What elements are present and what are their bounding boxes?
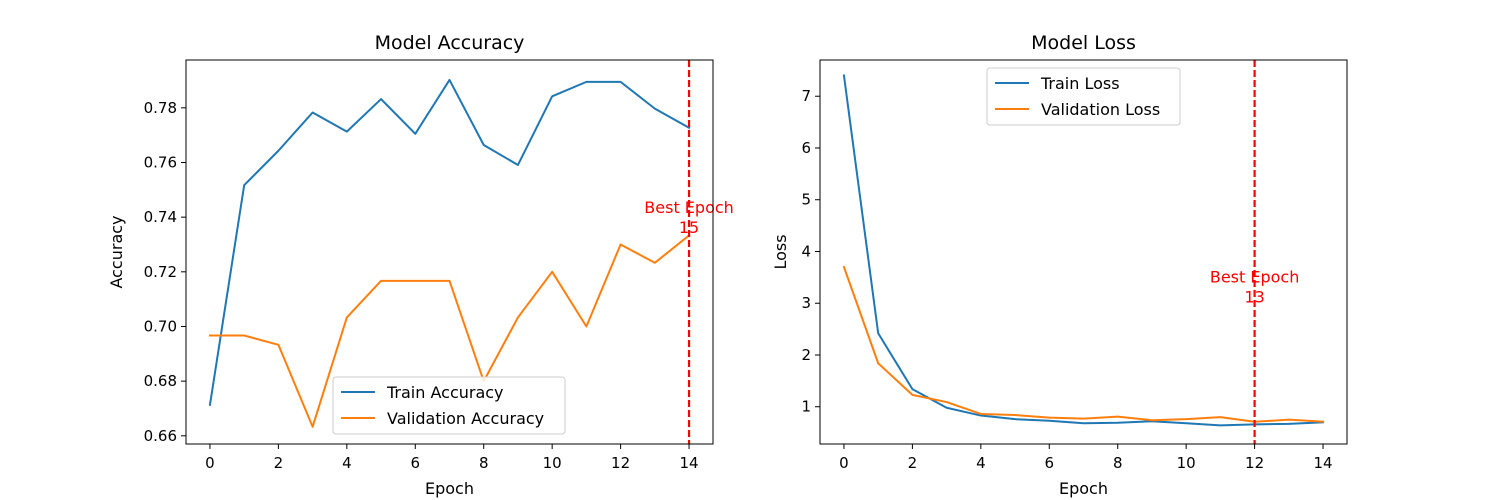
x-tick-label: 12 — [611, 454, 630, 472]
y-tick-label: 0.70 — [144, 317, 177, 335]
y-tick-label: 5 — [801, 191, 811, 209]
x-tick-label: 8 — [1113, 454, 1123, 472]
legend-entry-label: Train Accuracy — [386, 383, 504, 402]
y-tick-label: 7 — [801, 87, 811, 105]
y-tick-label: 6 — [801, 139, 811, 157]
legend-entry-label: Validation Loss — [1041, 100, 1160, 119]
x-tick-label: 2 — [908, 454, 918, 472]
legend: Train Loss Validation Loss — [986, 67, 1181, 126]
y-tick-label: 0.66 — [144, 427, 177, 445]
series-line-2 — [842, 265, 1325, 423]
y-tick-label: 4 — [801, 242, 811, 260]
x-axis-label: Epoch — [425, 479, 474, 498]
series-line-2 — [208, 234, 691, 428]
x-tick-label: 14 — [679, 454, 698, 472]
y-tick-label: 0.78 — [144, 99, 177, 117]
legend-box — [986, 67, 1181, 126]
x-tick-label: 6 — [411, 454, 421, 472]
y-axis-label: Accuracy — [107, 215, 126, 288]
chart-title: Model Accuracy — [375, 32, 525, 54]
x-tick-label: 4 — [342, 454, 352, 472]
series-line-1 — [208, 78, 691, 407]
plot-frame — [185, 59, 714, 445]
x-tick-label: 4 — [976, 454, 986, 472]
y-tick-label: 3 — [801, 294, 811, 312]
legend-box — [332, 376, 566, 435]
legend-entry-label: Train Loss — [1040, 74, 1120, 93]
best-epoch-label: Best Epoch — [644, 198, 734, 217]
legend: Train Accuracy Validation Accuracy — [332, 376, 566, 435]
chart-title: Model Loss — [1031, 32, 1136, 54]
plot-frame — [819, 59, 1348, 445]
x-tick-label: 6 — [1045, 454, 1055, 472]
y-tick-label: 2 — [801, 346, 811, 364]
x-axis-label: Epoch — [1059, 479, 1108, 498]
x-tick-label: 2 — [274, 454, 284, 472]
x-tick-label: 8 — [479, 454, 489, 472]
x-tick-label: 0 — [205, 454, 215, 472]
legend-entry-label: Validation Accuracy — [387, 409, 544, 428]
y-tick-label: 0.76 — [144, 153, 177, 171]
best-epoch-number: 15 — [679, 218, 699, 237]
x-tick-label: 0 — [839, 454, 849, 472]
y-tick-label: 0.72 — [144, 263, 177, 281]
y-tick-label: 0.68 — [144, 372, 177, 390]
y-axis-label: Loss — [771, 234, 790, 269]
series-line-1 — [842, 74, 1325, 427]
x-tick-label: 12 — [1245, 454, 1264, 472]
y-tick-label: 0.74 — [144, 208, 177, 226]
best-epoch-label: Best Epoch — [1210, 268, 1300, 287]
x-tick-label: 14 — [1313, 454, 1332, 472]
y-tick-label: 1 — [801, 398, 811, 416]
x-tick-label: 10 — [543, 454, 562, 472]
best-epoch-number: 13 — [1244, 288, 1264, 307]
x-tick-label: 10 — [1177, 454, 1196, 472]
